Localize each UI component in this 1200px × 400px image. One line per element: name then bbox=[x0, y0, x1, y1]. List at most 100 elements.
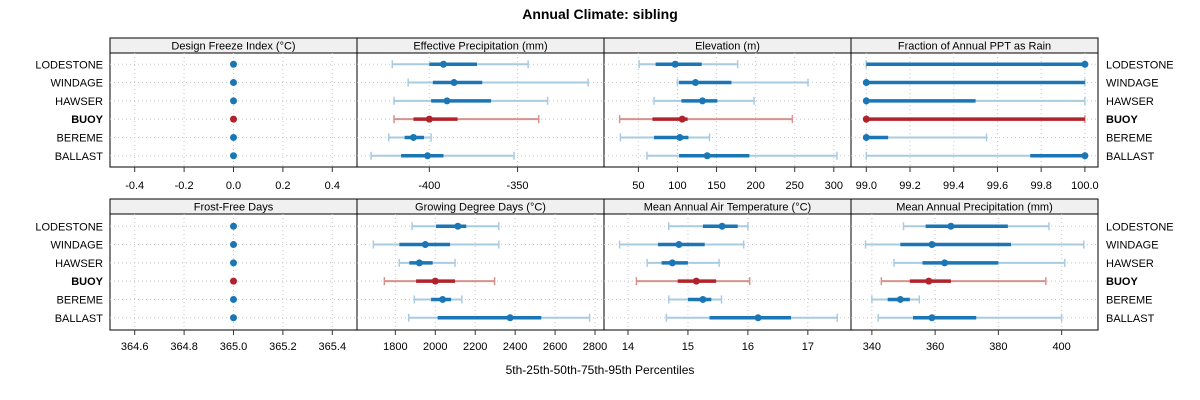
site-label-left: BUOY bbox=[71, 276, 103, 288]
x-tick-label: 300 bbox=[825, 180, 843, 192]
site-label-right: BEREME bbox=[1106, 294, 1152, 306]
x-tick-label: -350 bbox=[507, 180, 529, 192]
x-tick-label: 50 bbox=[632, 180, 644, 192]
median-dot bbox=[425, 115, 433, 123]
site-label-left: BALLAST bbox=[55, 313, 104, 325]
panel-title: Mean Annual Precipitation (mm) bbox=[896, 202, 1053, 214]
x-tick-label: 200 bbox=[746, 180, 764, 192]
median-dot bbox=[698, 97, 706, 105]
x-tick-label: 2000 bbox=[423, 341, 447, 353]
x-tick-label: 14 bbox=[622, 341, 634, 353]
x-tick-label: 99.0 bbox=[856, 180, 877, 192]
median-dot bbox=[230, 79, 237, 87]
x-tick-label: 99.6 bbox=[987, 180, 1008, 192]
panel-title: Design Freeze Index (°C) bbox=[171, 41, 295, 53]
x-tick-label: 0.2 bbox=[275, 180, 290, 192]
median-dot bbox=[941, 259, 949, 267]
median-dot bbox=[439, 295, 447, 303]
median-dot bbox=[415, 259, 423, 267]
x-tick-label: 15 bbox=[682, 341, 694, 353]
median-dot bbox=[862, 115, 870, 123]
median-dot bbox=[692, 277, 700, 285]
median-dot bbox=[409, 133, 417, 141]
x-tick-label: 99.4 bbox=[943, 180, 964, 192]
x-tick-label: 99.8 bbox=[1030, 180, 1051, 192]
site-label-left: WINDAGE bbox=[50, 78, 103, 90]
x-tick-label: 360 bbox=[926, 341, 944, 353]
site-label-right: BUOY bbox=[1106, 276, 1138, 288]
panel-title: Effective Precipitation (mm) bbox=[413, 41, 547, 53]
median-dot bbox=[678, 115, 686, 123]
median-dot bbox=[230, 152, 237, 160]
median-dot bbox=[1081, 152, 1089, 160]
panel-area bbox=[356, 52, 605, 168]
site-label-left: BALLAST bbox=[55, 151, 104, 163]
site-label-right: HAWSER bbox=[1106, 96, 1154, 108]
median-dot bbox=[668, 259, 676, 267]
panel-title: Elevation (m) bbox=[695, 41, 760, 53]
x-tick-label: 400 bbox=[1052, 341, 1070, 353]
site-label-left: HAWSER bbox=[55, 258, 103, 270]
median-dot bbox=[506, 314, 514, 322]
panel-title: Fraction of Annual PPT as Rain bbox=[898, 41, 1051, 53]
median-dot bbox=[928, 314, 936, 322]
x-tick-label: 2200 bbox=[463, 341, 487, 353]
site-label-left: BEREME bbox=[57, 294, 103, 306]
median-dot bbox=[754, 314, 762, 322]
median-dot bbox=[431, 277, 439, 285]
site-label-right: BUOY bbox=[1106, 114, 1138, 126]
x-tick-label: 0.4 bbox=[325, 180, 340, 192]
x-tick-label: -400 bbox=[418, 180, 440, 192]
median-dot bbox=[230, 97, 237, 105]
site-label-left: BEREME bbox=[57, 132, 103, 144]
median-dot bbox=[676, 133, 684, 141]
median-dot bbox=[230, 133, 237, 141]
x-tick-label: 2400 bbox=[503, 341, 527, 353]
panel-area bbox=[356, 213, 605, 331]
x-tick-label: 1800 bbox=[383, 341, 407, 353]
panel-area bbox=[850, 213, 1099, 331]
x-tick-label: 340 bbox=[863, 341, 881, 353]
x-tick-label: -0.2 bbox=[175, 180, 194, 192]
median-dot bbox=[454, 222, 462, 230]
median-dot bbox=[230, 222, 237, 230]
x-tick-label: 99.2 bbox=[899, 180, 920, 192]
median-dot bbox=[230, 241, 237, 249]
median-dot bbox=[675, 241, 683, 249]
median-dot bbox=[450, 79, 458, 87]
median-dot bbox=[424, 152, 432, 160]
site-label-left: LODESTONE bbox=[35, 221, 103, 233]
x-tick-label: 364.6 bbox=[121, 341, 149, 353]
site-label-right: HAWSER bbox=[1106, 258, 1154, 270]
site-label-left: LODESTONE bbox=[35, 59, 103, 71]
site-label-right: WINDAGE bbox=[1106, 78, 1159, 90]
panel-area bbox=[603, 52, 852, 168]
percentiles-axis-caption: 5th-25th-50th-75th-95th Percentiles bbox=[505, 363, 695, 377]
x-tick-label: 17 bbox=[802, 341, 814, 353]
median-dot bbox=[862, 79, 870, 87]
site-label-left: BUOY bbox=[71, 114, 103, 126]
site-label-right: BEREME bbox=[1106, 132, 1152, 144]
median-dot bbox=[230, 277, 237, 285]
panel-title: Growing Degree Days (°C) bbox=[415, 202, 546, 214]
x-tick-label: 365.4 bbox=[319, 341, 347, 353]
panel-area bbox=[109, 213, 358, 331]
x-tick-label: 100 bbox=[668, 180, 686, 192]
median-dot bbox=[439, 60, 447, 68]
chart-title: Annual Climate: sibling bbox=[522, 6, 678, 22]
median-dot bbox=[1081, 60, 1089, 68]
median-dot bbox=[862, 97, 870, 105]
median-dot bbox=[230, 295, 237, 303]
x-tick-label: 100.0 bbox=[1071, 180, 1099, 192]
x-tick-label: 250 bbox=[786, 180, 804, 192]
x-tick-label: 365.2 bbox=[269, 341, 297, 353]
x-tick-label: 364.8 bbox=[170, 341, 198, 353]
median-dot bbox=[230, 115, 237, 123]
median-dot bbox=[671, 60, 679, 68]
median-dot bbox=[947, 222, 955, 230]
panel-title: Frost-Free Days bbox=[194, 202, 274, 214]
median-dot bbox=[928, 241, 936, 249]
median-dot bbox=[421, 241, 429, 249]
